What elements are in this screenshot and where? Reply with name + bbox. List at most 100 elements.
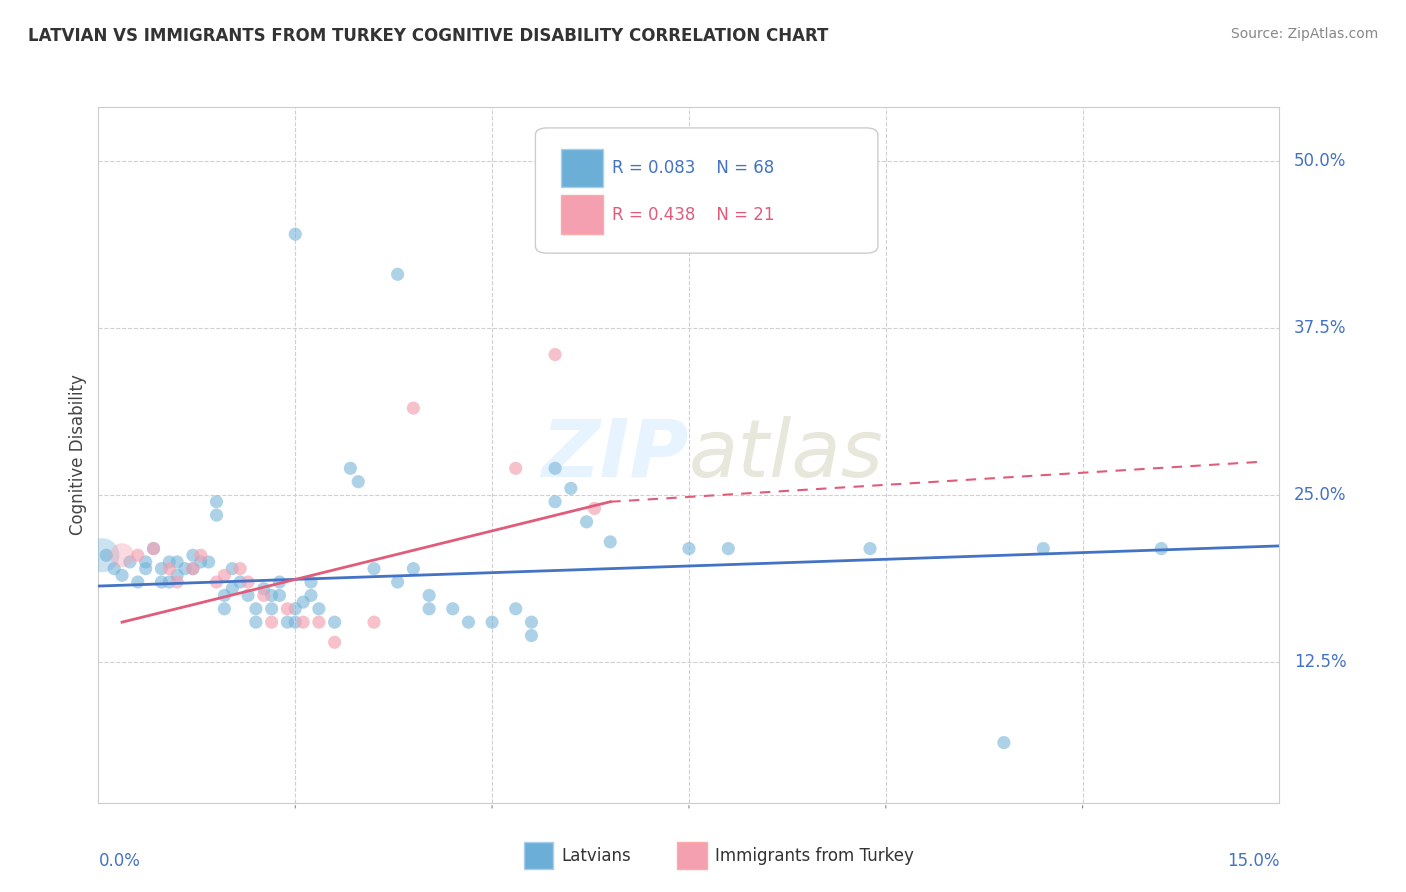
Point xyxy=(544,348,567,362)
Point xyxy=(221,582,243,596)
Point xyxy=(166,575,188,590)
Point xyxy=(166,555,188,569)
Point xyxy=(520,628,543,642)
Point xyxy=(363,615,385,630)
Point xyxy=(229,575,252,590)
Point xyxy=(253,582,276,596)
Point xyxy=(993,735,1015,749)
Point xyxy=(260,615,283,630)
Point xyxy=(284,227,307,242)
Point xyxy=(91,548,114,563)
Point xyxy=(339,461,361,475)
Point xyxy=(260,589,283,603)
Text: Immigrants from Turkey: Immigrants from Turkey xyxy=(714,847,914,864)
Point xyxy=(299,575,322,590)
Point xyxy=(111,568,134,582)
Point xyxy=(1032,541,1054,556)
Point xyxy=(127,575,149,590)
Point xyxy=(181,562,204,576)
Point xyxy=(284,602,307,616)
Text: 15.0%: 15.0% xyxy=(1227,852,1279,870)
Point xyxy=(323,635,346,649)
Point xyxy=(181,548,204,563)
Point xyxy=(441,602,464,616)
Text: Latvians: Latvians xyxy=(561,847,631,864)
Point xyxy=(103,562,125,576)
Point xyxy=(387,268,409,282)
Point xyxy=(157,575,180,590)
Point xyxy=(96,548,118,563)
Point xyxy=(150,575,173,590)
Point xyxy=(174,562,197,576)
Point xyxy=(299,589,322,603)
Point xyxy=(520,615,543,630)
Point xyxy=(308,602,330,616)
Point xyxy=(221,562,243,576)
Point xyxy=(236,589,259,603)
Point xyxy=(276,602,298,616)
Point xyxy=(363,562,385,576)
Point xyxy=(245,602,267,616)
Point xyxy=(245,615,267,630)
Point xyxy=(347,475,370,489)
Point xyxy=(118,555,141,569)
Text: 0.0%: 0.0% xyxy=(98,852,141,870)
Point xyxy=(387,575,409,590)
Point xyxy=(599,535,621,549)
Point xyxy=(253,589,276,603)
Point xyxy=(142,541,165,556)
Point xyxy=(127,548,149,563)
Text: 50.0%: 50.0% xyxy=(1294,152,1346,169)
Point xyxy=(859,541,882,556)
Point xyxy=(190,548,212,563)
Point xyxy=(544,461,567,475)
Point xyxy=(190,555,212,569)
Point xyxy=(135,555,157,569)
Point xyxy=(583,501,606,516)
Text: R = 0.438    N = 21: R = 0.438 N = 21 xyxy=(612,206,775,224)
Point xyxy=(111,548,134,563)
Point xyxy=(292,615,315,630)
Point xyxy=(402,401,425,416)
Point xyxy=(505,602,527,616)
Point xyxy=(269,589,291,603)
Point xyxy=(214,568,236,582)
Point xyxy=(269,575,291,590)
Point xyxy=(418,602,440,616)
Point xyxy=(418,589,440,603)
Point xyxy=(205,575,228,590)
Point xyxy=(214,602,236,616)
Point xyxy=(276,615,298,630)
Point xyxy=(1150,541,1173,556)
Text: 37.5%: 37.5% xyxy=(1294,318,1346,337)
Point xyxy=(166,568,188,582)
Point xyxy=(205,494,228,508)
FancyBboxPatch shape xyxy=(561,195,603,234)
FancyBboxPatch shape xyxy=(678,842,707,869)
Point xyxy=(214,589,236,603)
Text: LATVIAN VS IMMIGRANTS FROM TURKEY COGNITIVE DISABILITY CORRELATION CHART: LATVIAN VS IMMIGRANTS FROM TURKEY COGNIT… xyxy=(28,27,828,45)
FancyBboxPatch shape xyxy=(561,149,603,187)
Point xyxy=(150,562,173,576)
Point xyxy=(142,541,165,556)
Point xyxy=(678,541,700,556)
Point xyxy=(481,615,503,630)
FancyBboxPatch shape xyxy=(536,128,877,253)
Point xyxy=(505,461,527,475)
Point xyxy=(260,602,283,616)
Text: atlas: atlas xyxy=(689,416,884,494)
Point xyxy=(457,615,479,630)
Point xyxy=(292,595,315,609)
Text: 25.0%: 25.0% xyxy=(1294,486,1346,504)
Text: Source: ZipAtlas.com: Source: ZipAtlas.com xyxy=(1230,27,1378,41)
Point xyxy=(181,562,204,576)
Point xyxy=(157,555,180,569)
Text: 12.5%: 12.5% xyxy=(1294,653,1347,672)
Point xyxy=(402,562,425,576)
Point xyxy=(575,515,598,529)
Point xyxy=(284,615,307,630)
Point xyxy=(197,555,219,569)
Text: R = 0.083    N = 68: R = 0.083 N = 68 xyxy=(612,159,775,177)
FancyBboxPatch shape xyxy=(523,842,553,869)
Point xyxy=(560,482,582,496)
